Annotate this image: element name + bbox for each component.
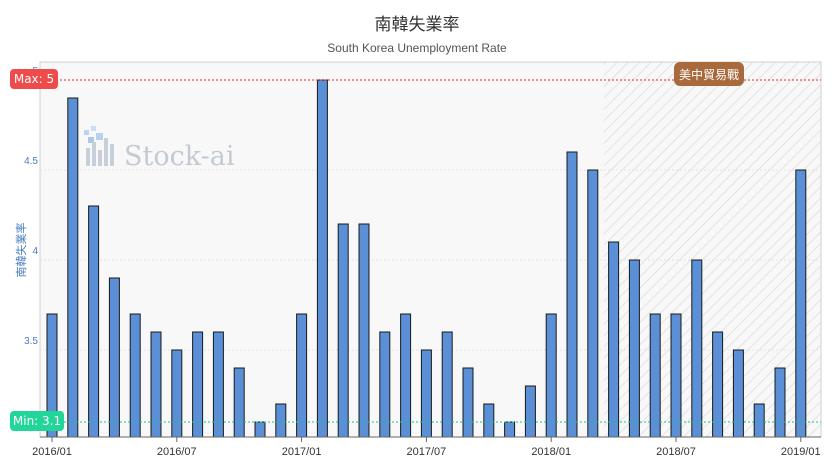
bar-2017/01 xyxy=(296,313,308,438)
bar-2017/06 xyxy=(400,313,412,438)
bar-2018/11 xyxy=(753,403,765,438)
y-axis-label: 南韓失業率 xyxy=(14,223,28,278)
bar-2016/08 xyxy=(192,331,204,438)
y-tick-label: 3.5 xyxy=(24,336,38,347)
bar-2017/08 xyxy=(441,331,453,438)
y-tick-label: 4 xyxy=(32,246,38,257)
bar-2017/03 xyxy=(337,223,349,438)
x-axis: 2016/01 2016/07 2017/01 2017/07 2018/01 2018/… xyxy=(32,436,821,458)
bar-2017/11 xyxy=(504,421,516,438)
x-tick-label: 2017/07 xyxy=(407,446,447,458)
bar-2016/07 xyxy=(171,349,183,438)
bar-2017/09 xyxy=(462,367,474,438)
chart-subtitle: South Korea Unemployment Rate xyxy=(327,41,507,55)
bar-2016/09 xyxy=(212,331,224,438)
chart-title: 南韓失業率 xyxy=(375,15,460,35)
bar-2016/11 xyxy=(254,421,266,438)
x-tick-label: 2018/01 xyxy=(531,446,571,458)
bar-2016/02 xyxy=(67,97,79,438)
bar-2018/05 xyxy=(628,259,640,438)
bar-2017/12 xyxy=(524,385,536,438)
bar-2016/12 xyxy=(275,403,287,438)
event-badge: 美中貿易戰 xyxy=(674,62,744,86)
bar-2016/05 xyxy=(129,313,141,438)
max-badge: Max: 5 xyxy=(10,69,58,89)
bar-2018/06 xyxy=(649,313,661,438)
bar-2018/07 xyxy=(670,313,682,438)
y-axis-ticks: 54.543.5 xyxy=(24,66,38,347)
x-tick-label: 2018/07 xyxy=(656,446,696,458)
bar-2016/06 xyxy=(150,331,162,438)
min-label: Min: 3.1 xyxy=(13,414,61,428)
x-tick-label: 2017/01 xyxy=(282,446,322,458)
bar-2016/03 xyxy=(88,205,100,438)
bar-2018/12 xyxy=(774,367,786,438)
bars xyxy=(46,79,807,438)
min-badge: Min: 3.1 xyxy=(10,411,64,431)
x-tick-label: 2019/01 xyxy=(781,446,821,458)
watermark-logo xyxy=(84,126,114,166)
bar-2016/04 xyxy=(108,277,120,438)
bar-2018/02 xyxy=(566,151,578,438)
bar-2018/01 xyxy=(545,313,557,438)
y-tick-label: 4.5 xyxy=(24,156,38,167)
bar-2017/10 xyxy=(483,403,495,438)
bar-2019/01 xyxy=(795,169,807,438)
event-label: 美中貿易戰 xyxy=(679,67,739,82)
bar-2018/10 xyxy=(732,349,744,438)
max-label: Max: 5 xyxy=(14,72,54,86)
x-tick-label: 2016/07 xyxy=(157,446,197,458)
bar-2018/04 xyxy=(608,241,620,438)
watermark-text: Stock-ai xyxy=(124,141,235,172)
bar-2018/09 xyxy=(712,331,724,438)
bar-2018/03 xyxy=(587,169,599,438)
bar-2017/02 xyxy=(316,79,328,438)
bar-2018/08 xyxy=(691,259,703,438)
x-tick-label: 2016/01 xyxy=(32,446,72,458)
bar-2017/07 xyxy=(420,349,432,438)
bar-2016/10 xyxy=(233,367,245,438)
bar-2017/04 xyxy=(358,223,370,438)
bar-2017/05 xyxy=(379,331,391,438)
